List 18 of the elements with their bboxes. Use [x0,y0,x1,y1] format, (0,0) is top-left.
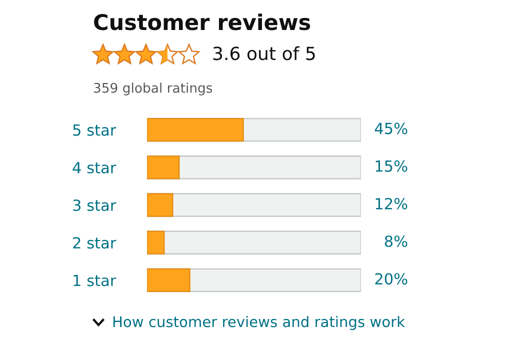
bar [147,230,165,254]
data-label: 8% [384,235,408,248]
chart-title: Customer reviews [94,14,310,30]
text: 359 global ratings [94,82,212,96]
y-tick-label: 3 star [73,199,116,212]
y-tick-label: 1 star [74,274,116,286]
y-tick-label: 2 star [73,237,116,249]
bar [147,156,180,180]
data-label: 20% [375,273,408,285]
y-tick-label: 5 star [73,124,116,136]
data-label: 15% [376,160,408,172]
chart-subtitle: 3.6 out of 5 [213,46,315,60]
data-label: 45% [374,122,408,134]
text: How customer reviews and ratings work [113,316,405,330]
bar [147,193,174,217]
data-label: 12% [376,198,408,210]
bar [147,268,190,292]
y-tick-label: 4 star [72,162,116,174]
